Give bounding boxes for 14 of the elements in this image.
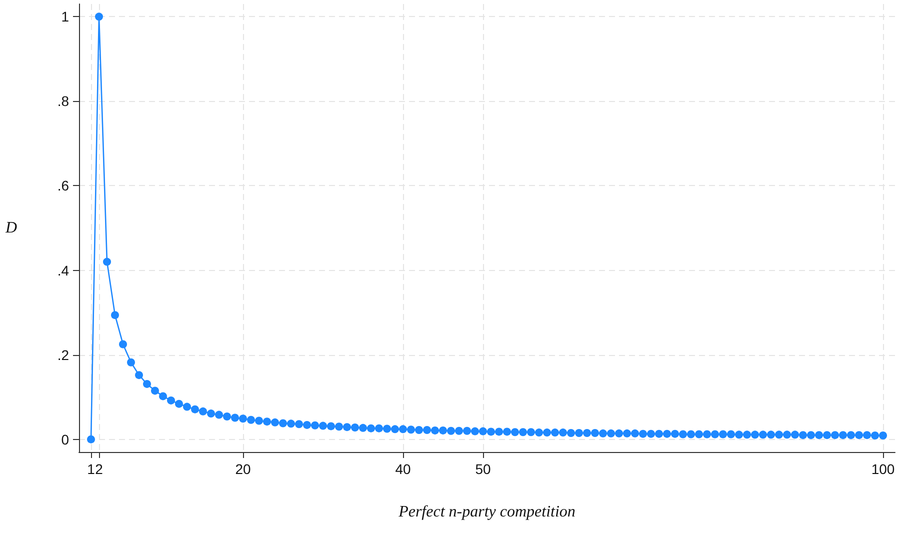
x-tick-label: 40: [395, 461, 411, 477]
x-tick-label: 20: [235, 461, 251, 477]
x-tick-label: 50: [475, 461, 491, 477]
y-tick-label: .6: [57, 178, 70, 194]
x-axis-title: Perfect n-party competition: [398, 504, 576, 520]
y-tick-label: .2: [57, 346, 70, 363]
y-tick-label: 1: [61, 8, 70, 25]
x-tick-label: 1: [87, 461, 96, 477]
x-tick-label: 2: [95, 461, 104, 477]
y-tick-label: .4: [57, 262, 70, 278]
y-tick-label: .8: [57, 93, 70, 110]
x-tick-label: 100: [871, 461, 895, 477]
y-tick-label: 0: [61, 431, 70, 448]
y-axis-title: D: [4, 220, 18, 236]
